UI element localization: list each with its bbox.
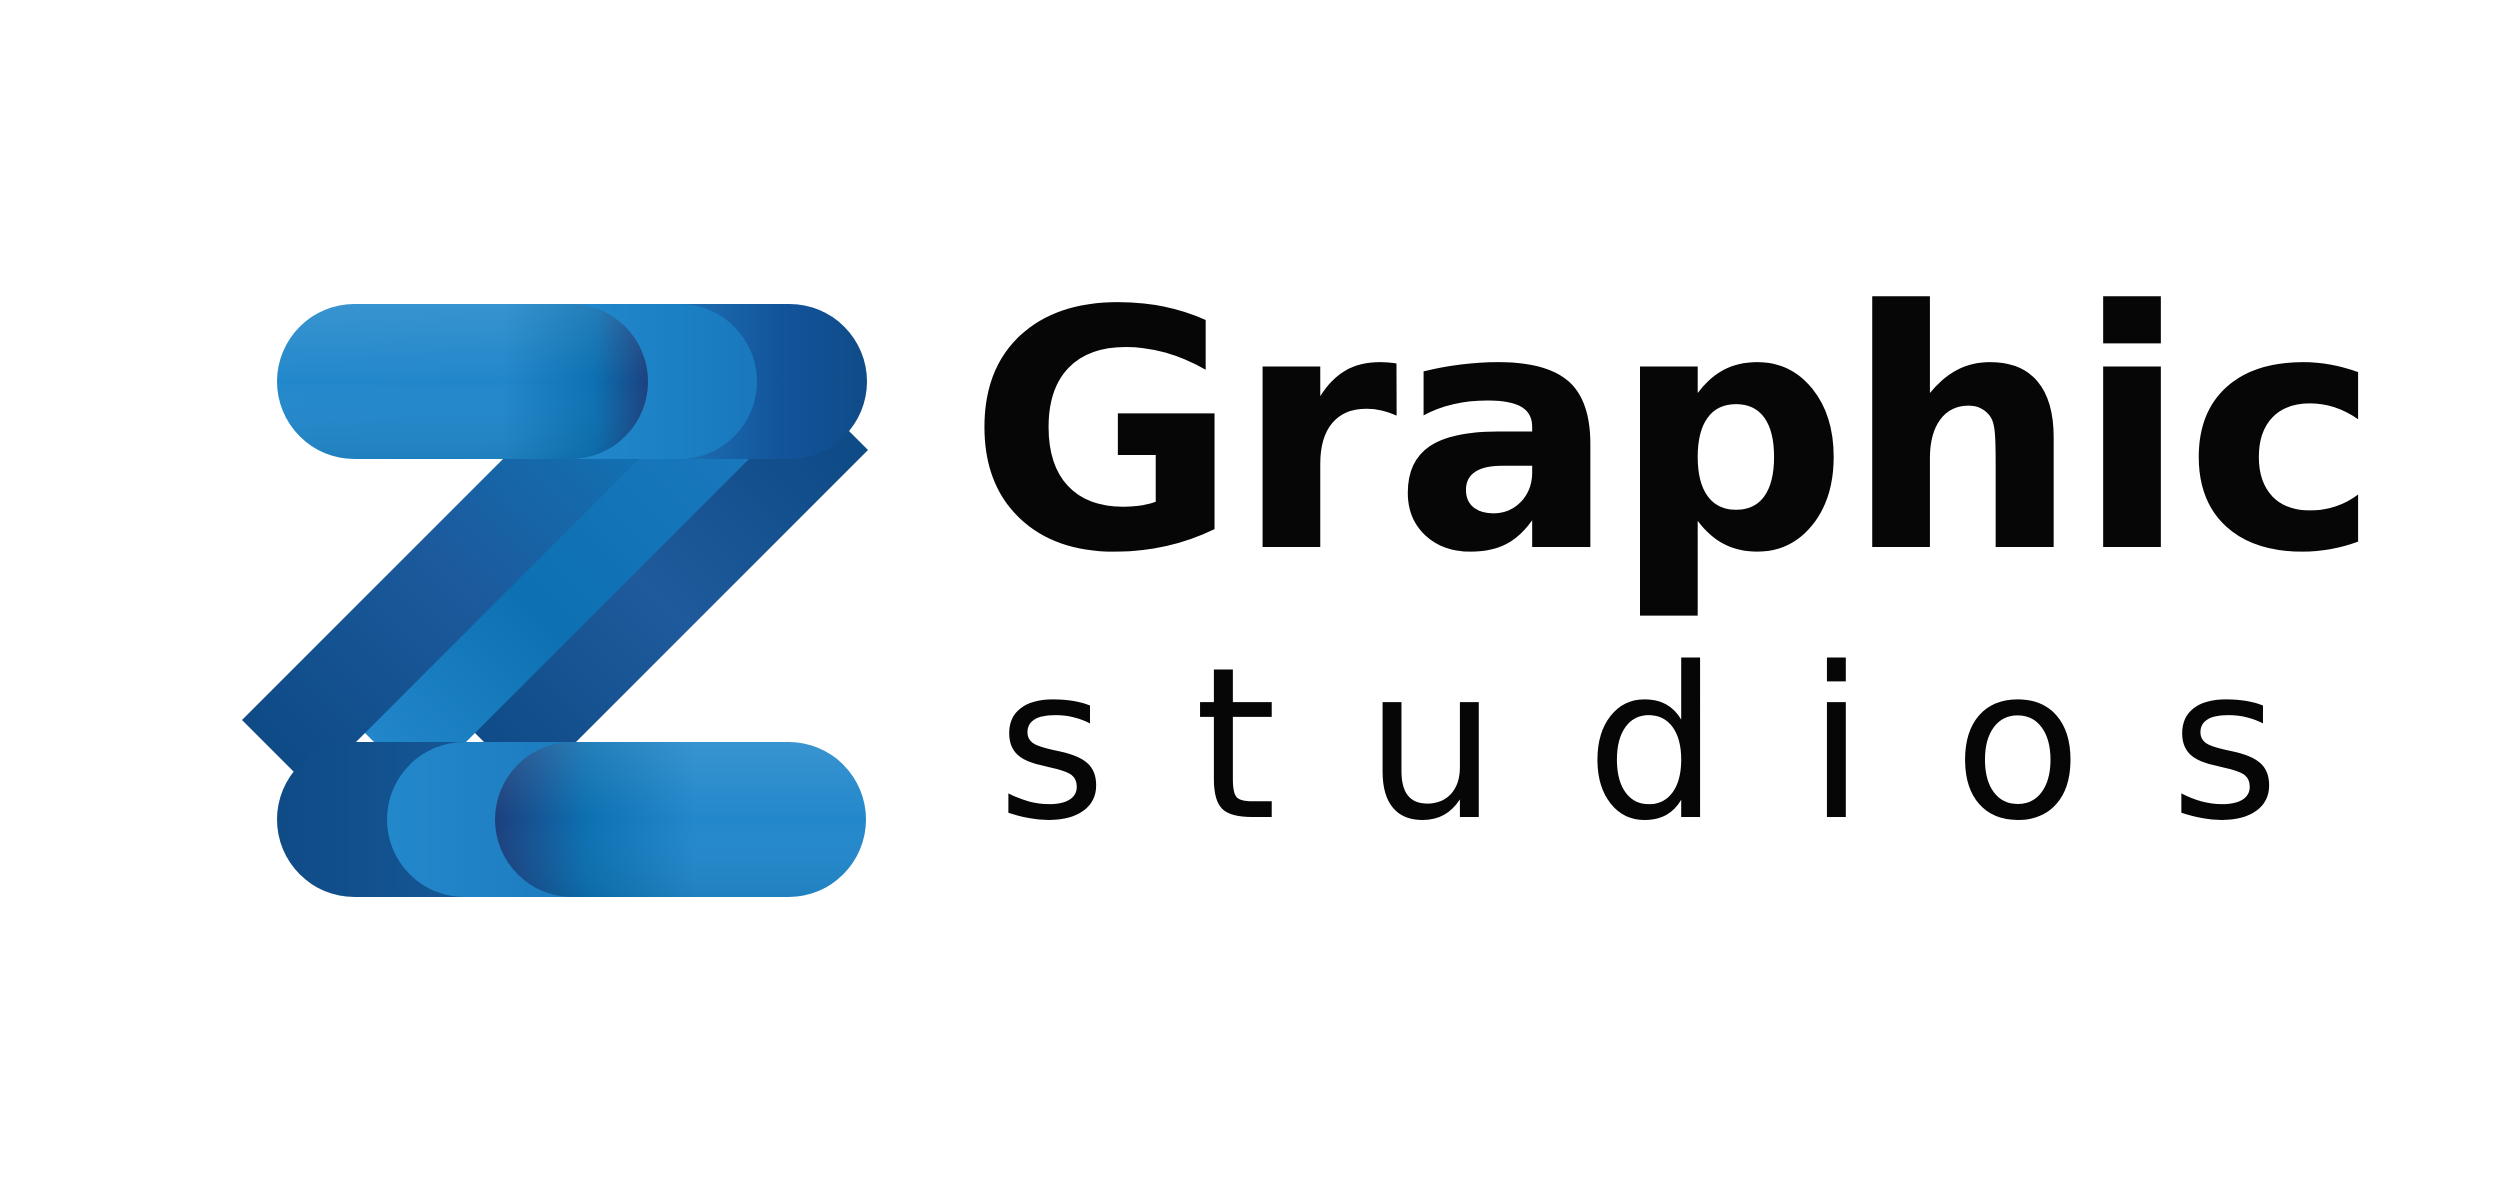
brand-name-primary: Graphic bbox=[968, 241, 2380, 625]
brand-name-secondary: studios bbox=[997, 622, 2368, 867]
